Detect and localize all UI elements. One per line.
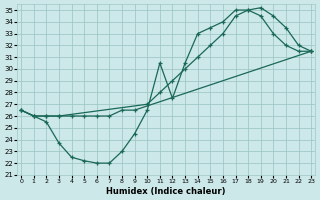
X-axis label: Humidex (Indice chaleur): Humidex (Indice chaleur) (107, 187, 226, 196)
